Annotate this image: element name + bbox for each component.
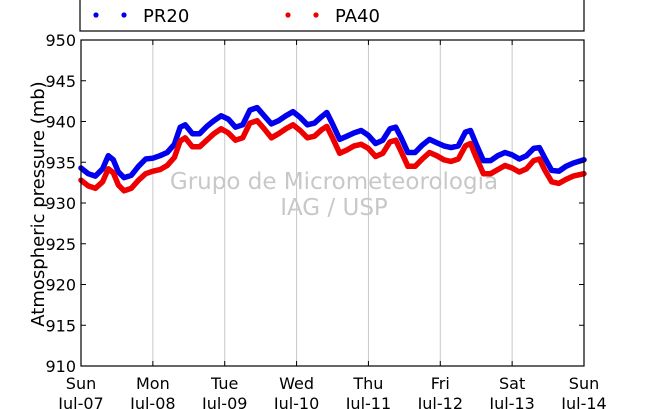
- watermark-line-1: Grupo de Micrometeorologia: [170, 169, 498, 195]
- y-tick-label: 940: [45, 113, 76, 132]
- x-tick-label-day: Sun: [569, 374, 599, 393]
- x-tick-label-date: Jul-09: [201, 394, 247, 409]
- y-tick-label: 950: [45, 31, 76, 50]
- legend: PR20 PA40: [79, 0, 585, 32]
- grid-layer: [152, 40, 513, 366]
- x-tick-label-day: Wed: [279, 374, 314, 393]
- x-tick-label-date: Jul-12: [417, 394, 463, 409]
- x-tick-label-day: Fri: [431, 374, 450, 393]
- x-tick-label-date: Jul-07: [57, 394, 103, 409]
- legend-marker-2-a: [285, 12, 291, 18]
- y-tick-label: 930: [45, 194, 76, 213]
- x-tick-label-date: Jul-13: [488, 394, 534, 409]
- x-tick-label-date: Jul-08: [129, 394, 175, 409]
- legend-marker-1-a: [93, 12, 99, 18]
- y-tick-label: 945: [45, 72, 76, 91]
- x-tick-label-date: Jul-11: [345, 394, 391, 409]
- x-tick-label-day: Tue: [210, 374, 238, 393]
- series-line-2: [78, 117, 587, 194]
- y-tick-label: 925: [45, 235, 76, 254]
- legend-label-2: PA40: [335, 6, 380, 27]
- legend-entry-1: PR20: [93, 6, 189, 27]
- series-layer: [78, 104, 587, 194]
- y-tick-label: 920: [45, 276, 76, 295]
- x-tick-label-day: Thu: [352, 374, 383, 393]
- watermark: Grupo de Micrometeorologia IAG / USP: [170, 169, 498, 221]
- y-tick-label: 915: [45, 316, 76, 335]
- watermark-line-2: IAG / USP: [280, 195, 388, 221]
- legend-marker-2-b: [313, 12, 319, 18]
- y-tick-label: 910: [45, 357, 76, 376]
- legend-label-1: PR20: [143, 6, 189, 27]
- x-tick-label-date: Jul-14: [560, 394, 606, 409]
- series-line-1: [78, 104, 587, 181]
- x-tick-label-day: Mon: [136, 374, 170, 393]
- x-tick-label-date: Jul-10: [273, 394, 319, 409]
- legend-box: [79, 0, 585, 32]
- x-tick-label-day: Sat: [499, 374, 525, 393]
- legend-marker-1-b: [121, 12, 127, 18]
- legend-entry-2: PA40: [285, 6, 380, 27]
- axis-layer: 910915920925930935940945950SunJul-07MonJ…: [45, 31, 606, 409]
- x-tick-label-day: Sun: [66, 374, 96, 393]
- y-tick-label: 935: [45, 153, 76, 172]
- y-axis-label: Atmospheric pressure (mb): [28, 81, 49, 326]
